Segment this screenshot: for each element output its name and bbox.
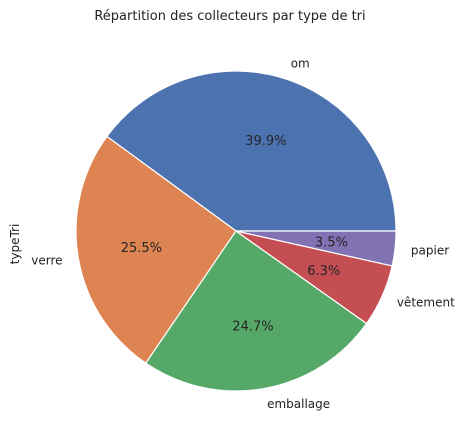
pie-slice-papier — [235, 230, 397, 267]
slice-percent-verre: 25.5% — [121, 241, 162, 256]
pie-slice-verre — [75, 135, 237, 364]
slice-percent-papier: 3.5% — [315, 236, 348, 251]
chart-title: Répartition des collecteurs par type de … — [94, 9, 365, 24]
slices-layer — [75, 70, 397, 392]
slice-label-verre: verre — [31, 254, 62, 268]
slice-label-emballage: emballage — [267, 397, 330, 411]
slice-label-vêtement: vêtement — [397, 295, 455, 309]
slice-percent-emballage: 24.7% — [232, 319, 273, 334]
slice-percent-om: 39.9% — [245, 134, 286, 149]
pie-slice-om — [106, 70, 397, 232]
slice-percent-vêtement: 6.3% — [307, 264, 340, 279]
labels-layer: om 39.9% verre 25.5% emballage 24.7% vêtement 6… — [31, 57, 455, 412]
slice-label-om: om — [291, 57, 310, 71]
slice-label-papier: papier — [411, 243, 449, 257]
y-axis-label: typeTri — [8, 224, 22, 265]
pie-slice-emballage — [144, 230, 368, 392]
